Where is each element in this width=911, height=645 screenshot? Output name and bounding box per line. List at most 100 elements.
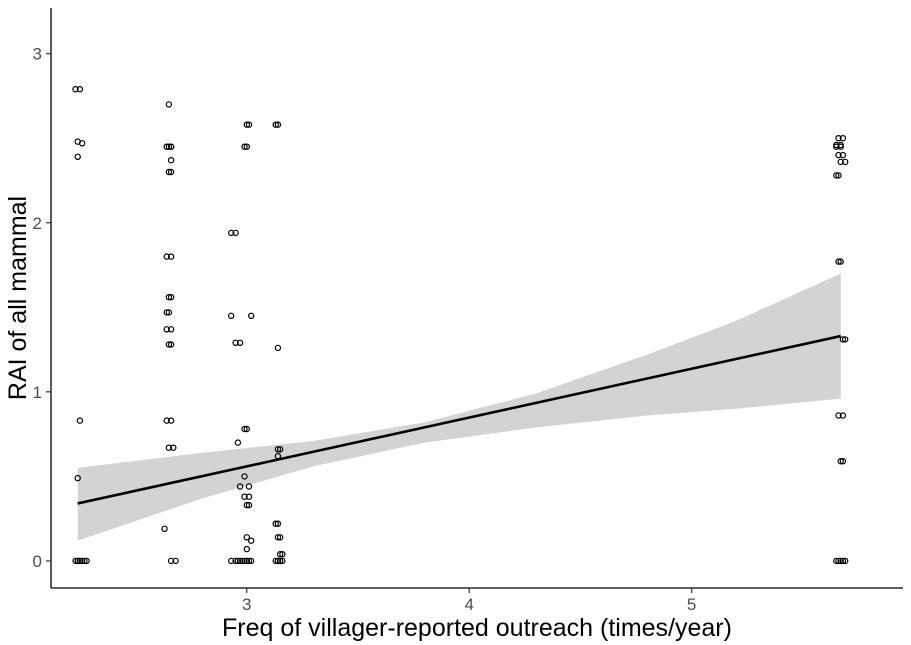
data-point — [839, 336, 847, 343]
data-point — [170, 444, 177, 451]
data-point — [837, 158, 844, 166]
data-point — [833, 143, 840, 150]
data-point — [833, 172, 840, 179]
data-point — [839, 412, 847, 419]
data-point — [167, 168, 175, 176]
data-point — [272, 121, 279, 128]
x-tick-label: 5 — [687, 595, 696, 614]
data-point — [839, 134, 847, 142]
data-point — [163, 253, 170, 260]
data-point — [74, 474, 81, 482]
data-point — [165, 101, 173, 108]
data-point — [243, 501, 250, 509]
data-point — [272, 557, 279, 565]
data-point — [172, 557, 179, 565]
data-point — [837, 557, 844, 565]
data-point — [833, 557, 840, 565]
data-point — [234, 439, 242, 446]
data-point — [842, 557, 849, 565]
data-point — [835, 151, 842, 159]
data-point — [839, 458, 847, 465]
data-point — [165, 341, 173, 348]
data-point — [274, 344, 282, 352]
fit-line — [77, 334, 841, 505]
data-point — [243, 143, 250, 150]
y-tick-label: 1 — [33, 383, 42, 402]
data-point — [837, 258, 844, 265]
data-point — [78, 140, 86, 147]
data-point — [274, 446, 282, 453]
data-point — [227, 557, 235, 565]
data-point — [76, 557, 84, 565]
data-point — [274, 121, 282, 128]
data-point — [272, 520, 279, 527]
data-point — [835, 412, 842, 419]
data-point — [245, 501, 253, 509]
y-tick-label: 0 — [33, 552, 42, 571]
data-point — [81, 557, 88, 565]
data-point — [279, 557, 286, 565]
data-point — [276, 534, 284, 541]
data-point — [241, 473, 248, 480]
data-point — [243, 121, 250, 128]
data-point — [835, 134, 842, 142]
data-point — [243, 534, 250, 541]
data-point — [74, 557, 81, 565]
data-point — [232, 229, 239, 237]
y-axis-title: RAI of all mammal — [4, 196, 32, 400]
confidence-band-layer — [77, 273, 841, 541]
data-point — [165, 309, 173, 316]
x-tick-label: 3 — [242, 595, 251, 614]
data-point — [245, 493, 253, 500]
data-point — [241, 493, 248, 500]
axes-layer — [50, 8, 903, 589]
data-point — [239, 557, 246, 565]
data-point — [227, 312, 235, 319]
data-point — [167, 326, 175, 333]
data-point — [837, 458, 844, 465]
data-point — [835, 557, 842, 565]
data-point — [835, 258, 842, 265]
data-point — [236, 557, 244, 565]
data-point — [167, 294, 175, 301]
data-point — [274, 520, 282, 527]
data-point — [165, 294, 173, 301]
data-point — [243, 557, 250, 565]
confidence-band — [77, 273, 841, 541]
data-point — [236, 483, 244, 490]
data-point — [165, 143, 173, 150]
data-point — [241, 425, 248, 433]
data-point — [167, 253, 175, 260]
data-point — [165, 444, 173, 451]
data-point — [243, 545, 250, 553]
data-point — [167, 156, 175, 164]
data-point — [274, 557, 282, 565]
data-point — [835, 172, 842, 179]
data-point — [72, 557, 79, 565]
data-point — [279, 551, 286, 558]
data-point — [78, 557, 86, 565]
data-point — [163, 143, 170, 150]
data-point — [245, 121, 253, 128]
data-point — [163, 309, 170, 316]
data-point — [161, 525, 168, 533]
data-point — [74, 153, 81, 160]
x-tick-label: 4 — [464, 595, 473, 614]
data-point — [274, 534, 282, 541]
data-point — [83, 557, 90, 565]
data-point — [245, 557, 253, 565]
data-point — [167, 417, 175, 424]
data-point — [163, 326, 170, 333]
data-point — [72, 85, 79, 93]
data-point — [276, 557, 284, 565]
data-point — [227, 229, 235, 237]
y-tick-label: 3 — [33, 45, 42, 64]
data-point — [842, 336, 849, 343]
y-tick-label: 2 — [33, 214, 42, 233]
data-point — [243, 425, 250, 433]
data-point — [842, 158, 849, 166]
x-axis-title: Freq of villager-reported outreach (time… — [222, 614, 732, 642]
data-point — [247, 537, 255, 544]
data-point — [274, 452, 282, 460]
data-point — [163, 417, 170, 424]
